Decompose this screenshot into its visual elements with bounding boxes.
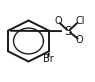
Text: O: O [54,16,62,26]
Text: Br: Br [43,54,53,64]
Text: S: S [65,25,72,38]
Text: Cl: Cl [75,15,85,26]
Text: O: O [76,35,84,45]
